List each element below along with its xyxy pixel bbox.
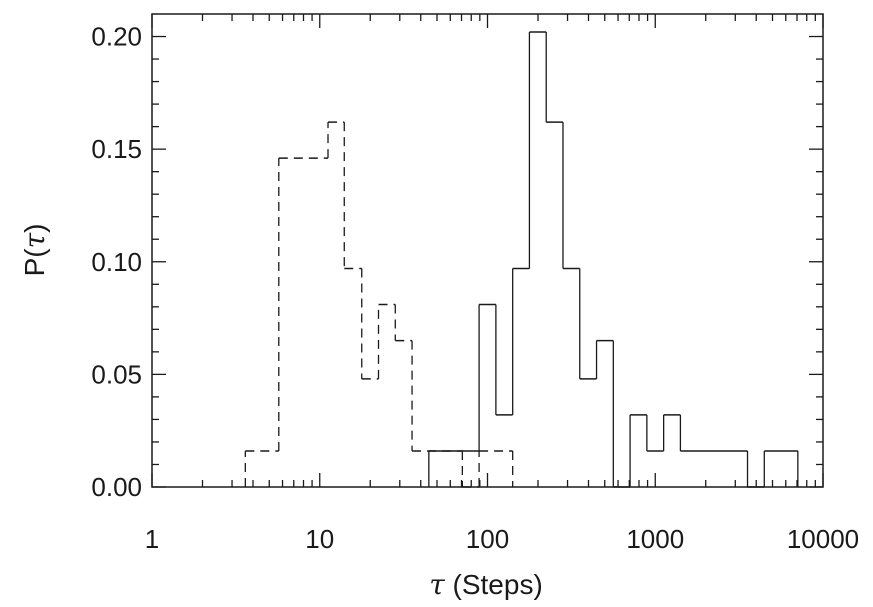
y-axis-title-symbol: τ: [18, 232, 51, 248]
tick-labels: 1 10 100 1000 10000 0.00 0.05 0.10 0.15 0.20: [91, 22, 859, 554]
dashed-histogram-series: [244, 121, 514, 488]
y-tick-label: 0.20: [91, 22, 142, 52]
axis-ticks: [151, 14, 824, 488]
series-layer: [244, 31, 799, 488]
y-axis-title-prefix: P(: [19, 248, 50, 277]
x-axis-title-symbol: τ: [429, 568, 445, 601]
y-tick-label: 0.15: [91, 134, 142, 164]
x-axis-title: τ (Steps): [429, 568, 543, 601]
x-tick-label: 100: [466, 524, 509, 554]
solid-histogram-series: [428, 31, 799, 488]
y-axis-title-suffix: ): [19, 224, 50, 233]
y-tick-label: 0.10: [91, 247, 142, 277]
x-tick-label: 1: [145, 524, 159, 554]
y-tick-label: 0.00: [91, 472, 142, 502]
y-axis-title: P(τ): [18, 224, 51, 277]
x-axis-title-text: (Steps): [445, 569, 543, 600]
x-tick-label: 10: [305, 524, 334, 554]
plot-frame: [151, 13, 824, 488]
y-tick-label: 0.05: [91, 359, 142, 389]
x-tick-label: 1000: [626, 524, 684, 554]
x-tick-label: 10000: [787, 524, 859, 554]
